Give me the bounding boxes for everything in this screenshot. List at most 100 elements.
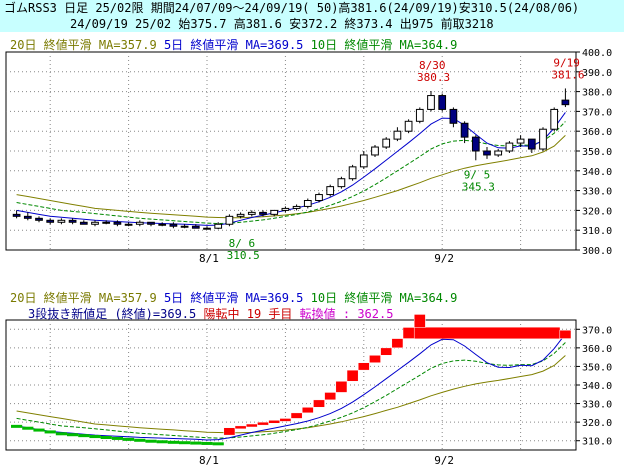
candle-body <box>203 227 211 230</box>
break-down-block <box>179 441 191 445</box>
candle-body <box>259 211 267 215</box>
candle-body <box>270 209 279 215</box>
candle-body <box>348 166 357 180</box>
break-down-block <box>123 437 135 441</box>
break-up-block <box>223 427 236 436</box>
candle-body <box>359 154 368 168</box>
candle-body <box>371 146 379 156</box>
break-up-block <box>234 425 247 430</box>
candle-body <box>68 219 77 223</box>
kagi-info: 3段抜き新値足 (終値)=369.5 陽転中 19 手目 転換値 : 362.5 <box>28 305 393 322</box>
break-down-block <box>134 438 146 442</box>
candle-body <box>460 122 469 138</box>
candle-body <box>23 215 32 219</box>
break-down-block <box>22 426 34 430</box>
break-up-block <box>559 329 572 339</box>
candle-body <box>225 215 234 225</box>
top-y-tick-label: 310.0 <box>582 226 612 237</box>
candle-body <box>561 99 570 106</box>
annotation-date: 9/ 5 <box>464 168 491 181</box>
annotation-date: 8/30 <box>419 59 446 72</box>
candle-body <box>527 138 536 150</box>
bottom-y-tick-label: 330.0 <box>582 400 612 411</box>
break-flat-zone <box>414 327 560 339</box>
bottom-ma-line-2 <box>16 333 566 441</box>
break-down-block <box>33 428 45 432</box>
break-down-block <box>111 436 123 440</box>
break-down-block <box>11 424 23 428</box>
break-down-block <box>190 441 202 445</box>
break-down-block <box>167 440 179 444</box>
top-y-tick-label: 360.0 <box>582 127 612 138</box>
top-y-tick-label: 300.0 <box>582 246 612 257</box>
bottom-y-tick-label: 350.0 <box>582 362 612 373</box>
candle-body <box>483 150 491 156</box>
candle-body <box>180 225 189 228</box>
bottom-y-tick-label: 370.0 <box>582 325 612 336</box>
break-up-block <box>268 420 281 424</box>
ohlc-bar: 24/09/19 25/02 始375.7 高381.6 安372.2 終373… <box>0 16 624 32</box>
break-down-block <box>78 434 90 438</box>
top-y-tick-label: 370.0 <box>582 107 612 118</box>
candle-body <box>449 108 458 124</box>
bottom-y-tick-label: 340.0 <box>582 381 612 392</box>
title-text: ゴムRSS3 日足 25/02限 期間24/07/09～24/09/19( 50… <box>4 1 580 15</box>
bottom-ma-line-1 <box>16 342 566 439</box>
break-down-block <box>44 430 56 434</box>
candle-body <box>91 221 99 225</box>
candle-body <box>427 95 435 110</box>
break-down-block <box>212 442 224 446</box>
legend-ma10: 10日 終値平滑 MA=364.9 <box>310 38 458 52</box>
break-up-block <box>313 399 325 408</box>
candle-body <box>337 178 346 188</box>
bottom-x-tick-label: 8/1 <box>199 454 219 467</box>
top-y-tick-label: 320.0 <box>582 206 612 217</box>
candle-body <box>393 130 402 140</box>
break-down-block <box>100 436 112 439</box>
candle-body <box>79 221 88 225</box>
top-x-tick-label: 9/2 <box>434 252 454 265</box>
break-up-block <box>245 423 258 428</box>
ma-line-2 <box>16 112 566 226</box>
top-y-tick-label: 330.0 <box>582 187 612 198</box>
candle-body <box>102 221 111 224</box>
candle-body <box>494 150 503 156</box>
bottom-ma-line-0 <box>16 355 566 434</box>
kagi-count: 19 手目 <box>246 307 293 321</box>
candle-body <box>382 138 391 148</box>
candle-body <box>169 223 178 227</box>
candle-body <box>539 128 547 150</box>
candle-body <box>438 95 447 110</box>
break-down-block <box>145 439 157 443</box>
break-up-block <box>324 392 337 401</box>
legend2-ma20: 20日 終値平滑 MA=357.9 <box>10 291 157 305</box>
candle-body <box>516 138 525 144</box>
candle-body <box>471 136 480 152</box>
break-up-block <box>290 412 303 419</box>
break-up-block <box>391 338 404 349</box>
candle-body <box>158 223 167 226</box>
candle-body <box>303 200 312 207</box>
candle-body <box>415 108 424 122</box>
candle-body <box>214 223 223 229</box>
break-up-block <box>257 421 269 426</box>
top-y-tick-label: 400.0 <box>582 48 612 59</box>
break-up-block <box>380 347 393 356</box>
bottom-y-tick-label: 320.0 <box>582 418 612 429</box>
candle-body <box>236 213 245 217</box>
break-down-block <box>67 433 79 437</box>
break-up-block <box>346 369 359 382</box>
annotation-date: 8/ 6 <box>229 237 256 250</box>
break-up-block <box>279 418 292 422</box>
bottom-x-tick-label: 9/2 <box>434 454 454 467</box>
top-y-tick-label: 350.0 <box>582 147 612 158</box>
top-y-tick-label: 390.0 <box>582 68 612 79</box>
kagi-reversal: 転換値 : 362.5 <box>299 307 394 321</box>
legend-ma5: 5日 終値平滑 MA=369.5 <box>163 38 304 52</box>
break-up-block <box>301 407 314 414</box>
break-down-block <box>55 432 67 436</box>
candle-body <box>315 194 323 201</box>
candle-body <box>12 213 21 217</box>
legend-bottom: 20日 終値平滑 MA=357.9 5日 終値平滑 MA=369.5 10日 終… <box>10 289 457 306</box>
